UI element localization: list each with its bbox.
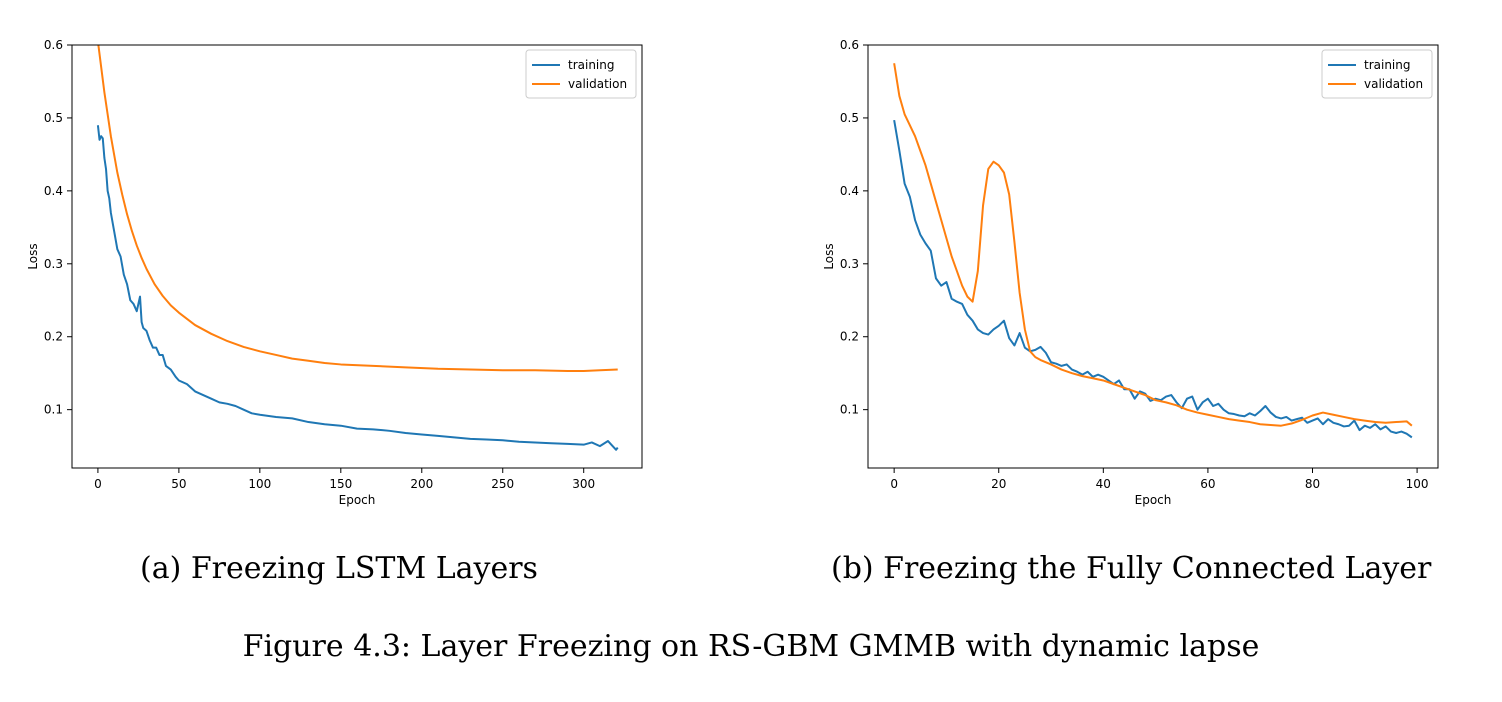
subfigure-caption-a: (a) Freezing LSTM Layers	[140, 551, 538, 586]
x-tick-label: 80	[1305, 477, 1320, 491]
y-tick-label: 0.4	[44, 184, 63, 198]
x-tick-label: 50	[171, 477, 186, 491]
y-tick-label: 0.1	[44, 403, 63, 417]
x-tick-label: 20	[991, 477, 1006, 491]
legend: training validation	[525, 49, 637, 99]
x-tick-label: 40	[1096, 477, 1111, 491]
x-tick-label: 250	[491, 477, 514, 491]
y-tick-label: 0.3	[840, 257, 859, 271]
legend-label-validation: validation	[1364, 77, 1423, 91]
y-tick-label: 0.2	[840, 330, 859, 344]
y-axis-label: Loss	[822, 243, 836, 269]
y-tick-label: 0.6	[840, 38, 859, 52]
y-tick-label: 0.3	[44, 257, 63, 271]
x-axis-label: Epoch	[1135, 493, 1172, 507]
legend: training validation	[1321, 49, 1433, 99]
series-line-validation	[893, 63, 1413, 427]
x-tick-label: 0	[890, 477, 898, 491]
x-tick-label: 200	[410, 477, 433, 491]
plot-frame	[71, 44, 643, 469]
x-axis-label: Epoch	[339, 493, 376, 507]
y-axis-label: Loss	[26, 243, 40, 269]
chart-panel-b: 0 20 40 60 80 100 0.1 0.2 0.3 0.4 0.5 0.6 Epoch Loss t…	[796, 0, 1502, 535]
y-tick-label: 0.6	[44, 38, 63, 52]
x-tick-label: 100	[1406, 477, 1429, 491]
x-tick-label: 150	[329, 477, 352, 491]
series-line-validation	[97, 45, 618, 372]
legend-label-training: training	[568, 58, 615, 72]
series-line-training	[893, 119, 1413, 439]
x-tick-label: 0	[94, 477, 102, 491]
figure-caption: Figure 4.3: Layer Freezing on RS-GBM GMM…	[242, 629, 1260, 664]
y-tick-label: 0.1	[840, 403, 859, 417]
series-line-training	[96, 125, 619, 451]
legend-box	[525, 49, 637, 99]
x-tick-label: 300	[572, 477, 595, 491]
chart-panel-a: 0 50 100 150 200 250 300 0.1 0.2 0.3 0.4 0.5 0.6 Epoc…	[0, 0, 706, 535]
y-tick-label: 0.5	[840, 111, 859, 125]
y-tick-label: 0.5	[44, 111, 63, 125]
y-tick-label: 0.4	[840, 184, 859, 198]
chart-b: 0 20 40 60 80 100 0.1 0.2 0.3 0.4 0.5 0.6 Epoch Loss t…	[822, 38, 1439, 507]
x-tick-label: 60	[1200, 477, 1215, 491]
legend-box	[1321, 49, 1433, 99]
legend-label-validation: validation	[568, 77, 627, 91]
plot-frame	[867, 44, 1439, 469]
chart-a: 0 50 100 150 200 250 300 0.1 0.2 0.3 0.4 0.5 0.6 Epoc…	[26, 38, 643, 507]
y-tick-label: 0.2	[44, 330, 63, 344]
legend-label-training: training	[1364, 58, 1411, 72]
subfigure-caption-b: (b) Freezing the Fully Connected Layer	[831, 551, 1432, 586]
x-tick-label: 100	[248, 477, 271, 491]
